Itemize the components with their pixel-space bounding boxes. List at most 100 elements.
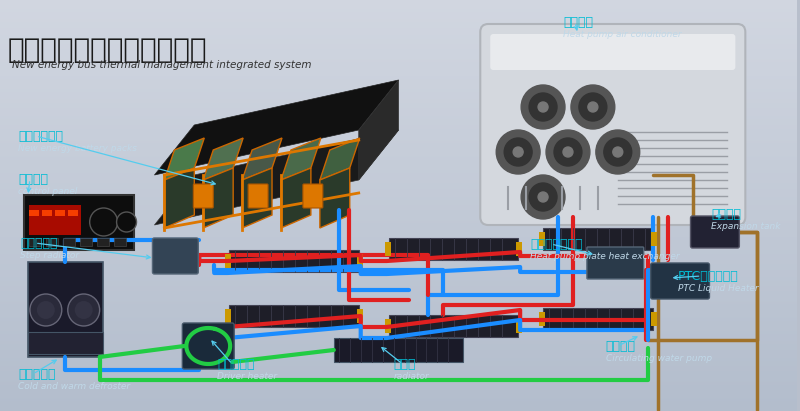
Bar — [0, 282, 797, 283]
Bar — [0, 257, 797, 258]
Bar — [0, 21, 797, 22]
Bar — [0, 264, 797, 265]
FancyBboxPatch shape — [490, 34, 735, 70]
Bar — [0, 149, 797, 150]
Bar — [0, 367, 797, 368]
Bar — [0, 195, 797, 196]
Bar — [0, 304, 797, 305]
Bar — [0, 244, 797, 245]
Bar — [0, 272, 797, 273]
Bar — [0, 164, 797, 165]
Bar — [0, 81, 797, 82]
Bar — [0, 363, 797, 364]
Bar — [0, 327, 797, 328]
Bar — [0, 147, 797, 148]
Bar — [0, 201, 797, 202]
Bar — [28, 262, 102, 357]
Bar — [0, 47, 797, 48]
Bar — [0, 182, 797, 183]
Bar — [0, 307, 797, 308]
Bar — [0, 57, 797, 58]
Bar — [29, 210, 39, 216]
Bar — [0, 237, 797, 238]
Bar — [0, 141, 797, 142]
Circle shape — [37, 301, 55, 319]
Bar — [0, 189, 797, 190]
Bar — [0, 86, 797, 87]
Bar — [0, 78, 797, 79]
Bar — [0, 243, 797, 244]
Bar — [0, 12, 797, 13]
Bar — [0, 225, 797, 226]
Circle shape — [579, 93, 607, 121]
Bar — [0, 211, 797, 212]
Bar — [0, 95, 797, 96]
Text: 循环水泵: 循环水泵 — [606, 340, 636, 353]
Bar — [0, 176, 797, 177]
Bar — [0, 173, 797, 174]
Bar — [0, 159, 797, 160]
Bar — [0, 410, 797, 411]
Bar — [0, 351, 797, 352]
Bar — [0, 142, 797, 143]
Bar — [0, 377, 797, 378]
Bar — [0, 133, 797, 134]
Bar — [0, 255, 797, 256]
Bar — [0, 113, 797, 114]
Bar — [0, 79, 797, 80]
Bar — [0, 378, 797, 379]
Polygon shape — [203, 168, 233, 228]
Bar — [0, 295, 797, 296]
Bar — [0, 316, 797, 317]
Bar — [0, 45, 797, 46]
Bar — [0, 340, 797, 341]
Bar — [0, 397, 797, 398]
Bar — [0, 111, 797, 112]
Polygon shape — [154, 130, 398, 225]
Circle shape — [538, 102, 548, 112]
Bar — [0, 66, 797, 67]
Bar — [0, 83, 797, 84]
Bar — [0, 396, 797, 397]
Bar — [0, 210, 797, 211]
Bar — [0, 262, 797, 263]
Bar — [0, 228, 797, 229]
Bar — [0, 146, 797, 147]
Bar — [0, 179, 797, 180]
Bar — [0, 27, 797, 28]
Bar — [0, 148, 797, 149]
Bar — [0, 37, 797, 38]
Circle shape — [74, 301, 93, 319]
Bar — [650, 312, 657, 326]
Circle shape — [604, 138, 632, 166]
Bar — [0, 161, 797, 162]
Text: Driver heater: Driver heater — [218, 372, 278, 381]
Text: 新能源客车热管理集成系统: 新能源客车热管理集成系统 — [8, 36, 207, 64]
Bar — [0, 88, 797, 89]
Bar — [0, 326, 797, 327]
Bar — [0, 373, 797, 374]
Bar — [0, 87, 797, 88]
Bar — [0, 375, 797, 376]
Bar — [0, 126, 797, 127]
Text: Step radiator: Step radiator — [20, 251, 79, 260]
Bar — [0, 69, 797, 70]
Bar — [0, 252, 797, 253]
Bar — [0, 22, 797, 23]
Bar — [0, 355, 797, 356]
Bar — [0, 354, 797, 355]
Bar — [0, 406, 797, 407]
Bar — [0, 348, 797, 349]
Bar — [385, 319, 390, 333]
Bar — [0, 387, 797, 388]
Polygon shape — [242, 138, 282, 180]
Bar — [0, 392, 797, 393]
Bar — [0, 40, 797, 41]
Bar — [0, 53, 797, 54]
Bar — [543, 228, 653, 250]
Bar — [0, 64, 797, 65]
Bar — [0, 11, 797, 12]
Bar — [0, 256, 797, 257]
Bar — [0, 72, 797, 73]
Bar — [0, 135, 797, 136]
